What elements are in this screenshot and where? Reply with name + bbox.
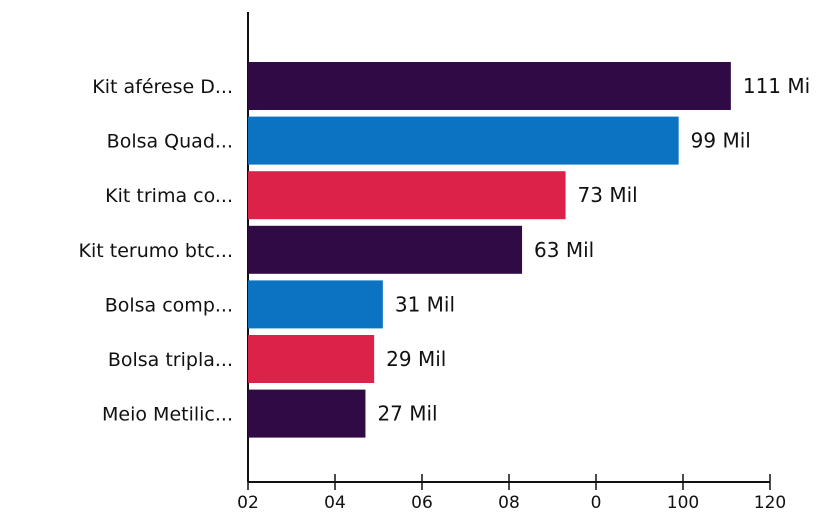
value-labels: 111 Mi 99 Mil 73 Mil 63 Mil 31 Mil 29 Mil 27 M… — [377, 74, 810, 426]
category-label: Bolsa comp... — [105, 294, 233, 316]
data-label: 73 Mil — [578, 183, 638, 207]
x-tick-label: 06 — [411, 493, 433, 513]
x-axis-ticks: 02 04 06 08 0 100 120 — [237, 474, 786, 513]
x-tick-label: 02 — [237, 493, 259, 513]
category-label: Kit terumo btc... — [79, 240, 233, 262]
bar-5 — [248, 335, 375, 383]
category-label: Kit aférese D... — [92, 76, 233, 98]
data-label: 31 Mil — [395, 292, 455, 316]
data-label: 63 Mil — [534, 238, 594, 262]
bar-6 — [248, 389, 366, 438]
chart-bars — [248, 62, 731, 438]
category-labels: Kit aférese D... Bolsa Quad... Kit trima c… — [79, 76, 233, 426]
category-label: Meio Metilic... — [102, 404, 233, 426]
x-tick-label: 04 — [324, 493, 346, 513]
x-tick-label: 08 — [498, 493, 520, 513]
x-tick-label: 100 — [667, 493, 699, 513]
category-label: Bolsa tripla... — [108, 349, 233, 371]
bar-1 — [248, 116, 679, 165]
bar-4 — [248, 280, 383, 329]
x-tick-label: 0 — [591, 493, 602, 513]
data-label: 99 Mil — [691, 129, 751, 153]
category-label: Kit trima co... — [105, 185, 233, 207]
data-label: 29 Mil — [386, 347, 446, 371]
bar-0 — [248, 62, 731, 110]
x-tick-label: 120 — [754, 493, 786, 513]
data-label: 27 Mil — [377, 402, 437, 426]
category-label: Bolsa Quad... — [107, 131, 233, 153]
data-label: 111 Mi — [743, 74, 810, 98]
bar-3 — [248, 225, 523, 274]
bar-2 — [248, 171, 566, 220]
